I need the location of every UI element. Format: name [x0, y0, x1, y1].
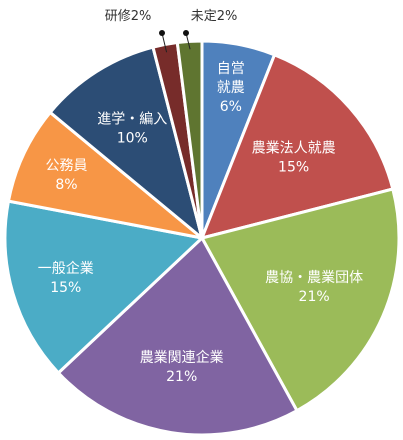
leader-line-8 — [161, 32, 168, 53]
slice-label-2: 農業法人就農 15% — [252, 141, 336, 176]
slice-label-4: 農業関連企業 21% — [140, 349, 224, 385]
pie-slice-3 — [200, 187, 401, 413]
leader-dot-9 — [183, 30, 189, 36]
slice-label-7: 進学・編入 10% — [97, 112, 167, 147]
pie-slice-2 — [200, 53, 395, 240]
pie-slice-5 — [3, 199, 204, 375]
pie-slice-6 — [6, 110, 204, 240]
slice-label-1: 自営就農 6% — [217, 61, 245, 115]
slice-label-3: 農協・農業団体 21% — [265, 270, 363, 305]
slice-label-9: 未定2% — [191, 9, 238, 24]
pie-slice-9 — [175, 39, 204, 240]
leader-dot-8 — [159, 30, 165, 36]
slice-label-8: 研修2% — [105, 9, 152, 24]
slice-label-5: 一般企業 15% — [38, 260, 94, 296]
slice-label-6: 公務員 8% — [46, 158, 88, 193]
pie-slice-4 — [56, 236, 299, 437]
